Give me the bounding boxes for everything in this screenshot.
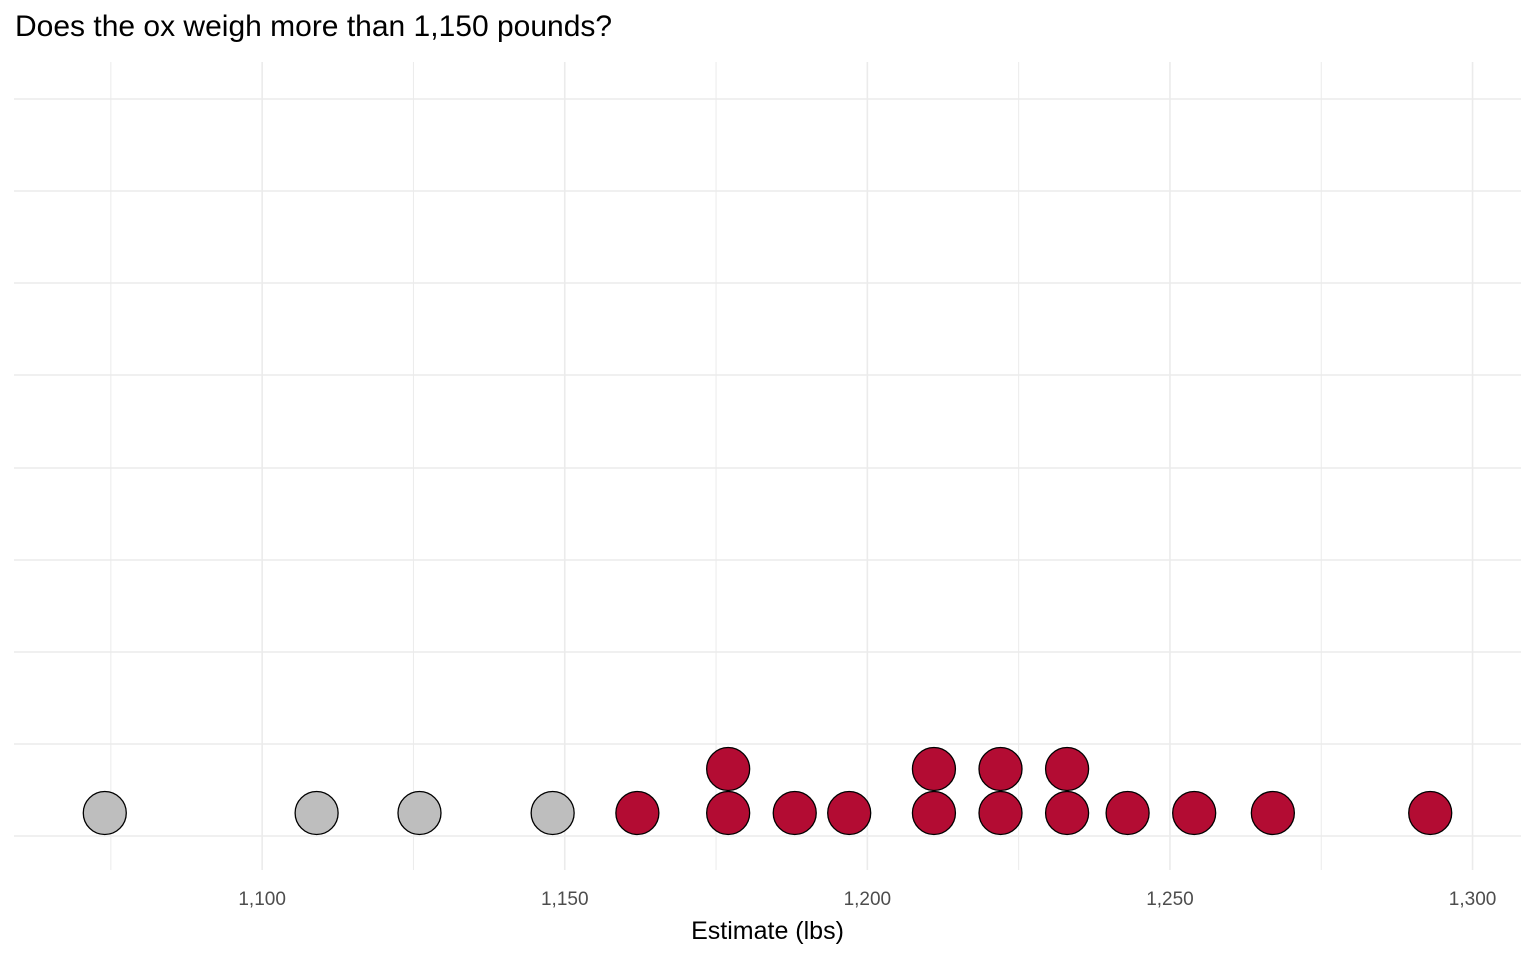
x-tick-label: 1,300: [1449, 889, 1497, 910]
data-point: [1172, 790, 1217, 836]
data-point: [1044, 746, 1090, 792]
chart-title: Does the ox weigh more than 1,150 pounds…: [15, 10, 613, 43]
data-point: [397, 790, 442, 836]
data-points: [82, 746, 1453, 836]
data-point: [530, 790, 575, 836]
data-point: [978, 746, 1023, 792]
data-point: [706, 790, 751, 836]
data-point: [615, 790, 660, 836]
x-axis-ticks: 1,100 1,150 1,200 1,250 1,300: [238, 889, 1496, 910]
data-point: [978, 790, 1023, 836]
data-point: [706, 746, 751, 792]
data-point: [911, 746, 957, 792]
data-point: [1408, 790, 1453, 836]
data-point: [1250, 790, 1296, 836]
data-point: [1105, 790, 1150, 836]
x-tick-label: 1,200: [844, 889, 892, 910]
data-point: [82, 790, 127, 836]
grid-lines: [14, 62, 1521, 870]
data-point: [911, 790, 957, 836]
x-tick-label: 1,250: [1146, 889, 1194, 910]
x-tick-label: 1,150: [541, 889, 589, 910]
x-axis-title: Estimate (lbs): [691, 917, 844, 945]
data-point: [827, 790, 872, 836]
data-point: [1044, 790, 1090, 836]
x-tick-label: 1,100: [238, 889, 286, 910]
data-point: [772, 790, 817, 836]
data-point: [294, 790, 339, 836]
